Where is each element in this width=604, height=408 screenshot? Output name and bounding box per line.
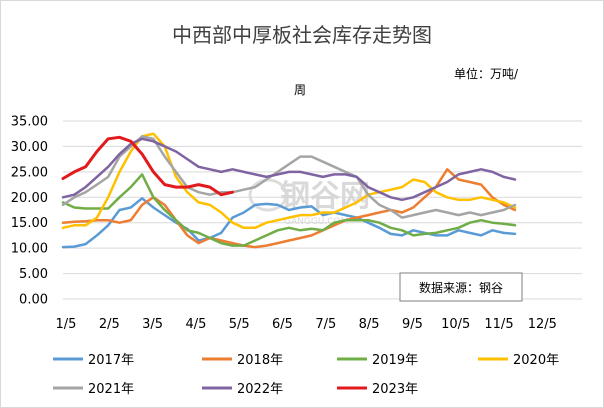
- x-tick-label: 9/5: [402, 317, 423, 332]
- series-line-2022年: [61, 137, 517, 202]
- series-line-2019年: [61, 173, 517, 247]
- watermark-logo-icon: [248, 178, 288, 212]
- y-tick-label: 35.00: [11, 115, 48, 130]
- unit-label-2: 周: [294, 83, 306, 97]
- x-tick-label: 11/5: [484, 317, 513, 332]
- series-line-2017年: [61, 197, 517, 249]
- legend: 2017年 2018年 2019年 2020年 2021年 2022年 2023年: [53, 353, 559, 397]
- y-tick-label: 5.00: [19, 267, 48, 282]
- y-tick-label: 10.00: [11, 242, 48, 257]
- legend-label: 2017年: [88, 353, 134, 368]
- watermark-subtext: GANGGU.COM: [284, 217, 348, 227]
- x-tick-label: 7/5: [315, 317, 336, 332]
- x-tick-label: 4/5: [185, 317, 206, 332]
- y-axis-tick-labels: 0.00 5.00 10.00 15.00 20.00 25.00 30.00 35.00: [11, 115, 48, 308]
- x-tick-label: 12/5: [528, 317, 557, 332]
- source-frame: [399, 272, 523, 302]
- unit-label: 单位：万吨/: [454, 66, 519, 81]
- series-lines: [61, 132, 517, 249]
- x-tick-label: 6/5: [272, 317, 293, 332]
- x-tick-label: 10/5: [441, 317, 470, 332]
- x-tick-label: 3/5: [142, 317, 163, 332]
- source-box: 数据来源：钢谷: [399, 272, 523, 302]
- y-tick-label: 20.00: [11, 191, 48, 206]
- legend-label: 2023年: [372, 382, 418, 397]
- legend-label: 2021年: [88, 382, 134, 397]
- x-tick-label: 8/5: [359, 317, 380, 332]
- legend-label: 2022年: [237, 382, 283, 397]
- x-tick-label: 2/5: [99, 317, 120, 332]
- x-tick-label: 5/5: [229, 317, 250, 332]
- series-line-2023年: [61, 135, 234, 197]
- watermark: 钢谷网 GANGGU.COM: [248, 178, 370, 227]
- y-tick-label: 25.00: [11, 165, 48, 180]
- legend-label: 2019年: [372, 353, 418, 368]
- series-line-2018年: [61, 168, 517, 249]
- y-tick-label: 15.00: [11, 216, 48, 231]
- x-tick-label: 1/5: [56, 317, 77, 332]
- chart-title: 中西部中厚板社会库存走势图: [172, 23, 432, 47]
- legend-label: 2018年: [237, 353, 283, 368]
- legend-label: 2020年: [513, 353, 559, 368]
- y-tick-label: 0.00: [19, 293, 48, 308]
- y-tick-label: 30.00: [11, 140, 48, 155]
- x-axis-tick-labels: 1/5 2/5 3/5 4/5 5/5 6/5 7/5 8/5 9/5 10/5 11/5 12/5: [56, 317, 557, 332]
- source-label: 数据来源：钢谷: [419, 280, 503, 295]
